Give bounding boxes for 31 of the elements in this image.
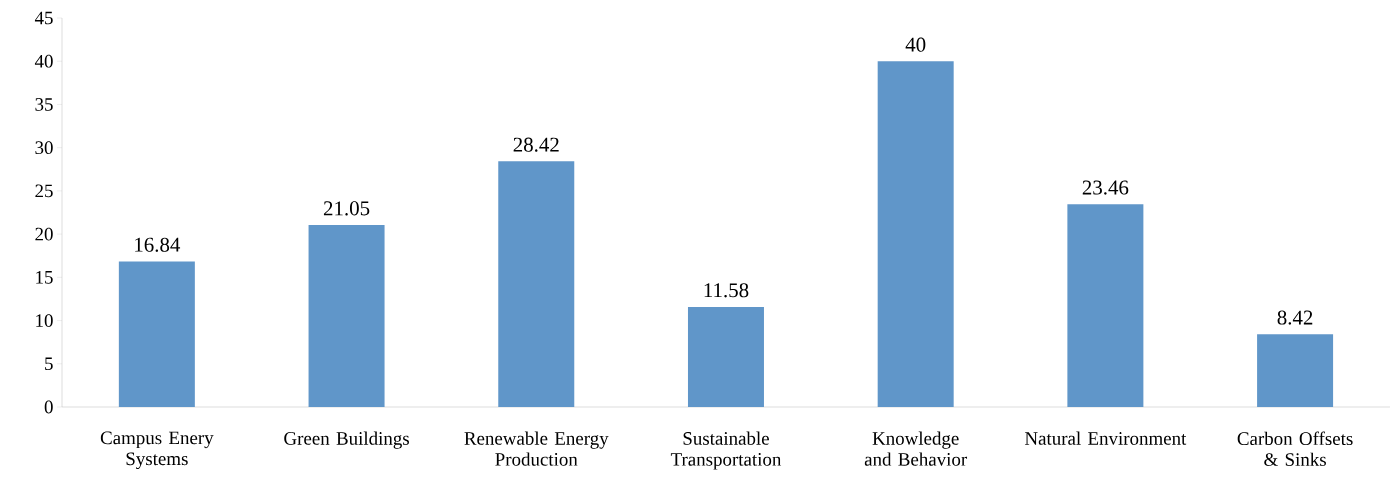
- y-tick-label: 20: [35, 227, 53, 241]
- x-tick-label: Campus Enery Systems: [100, 431, 214, 470]
- y-tick-label: 25: [35, 184, 53, 198]
- bar: [877, 61, 954, 407]
- x-tick-label: Carbon Offsets & Sinks: [1237, 431, 1353, 466]
- data-label: 16.84: [135, 237, 181, 252]
- bar: [308, 225, 385, 407]
- y-tick-label: 5: [45, 357, 53, 371]
- bar: [1067, 204, 1144, 407]
- data-label: 11.58: [704, 283, 749, 298]
- y-tick-label: 15: [36, 271, 53, 284]
- bar: [1257, 334, 1334, 407]
- x-tick-label: Natural Environment: [1024, 431, 1187, 445]
- bar: [498, 161, 575, 407]
- data-label: 21.05: [323, 201, 370, 216]
- y-tick-label: 10: [36, 314, 53, 327]
- data-label: 23.46: [1082, 180, 1129, 195]
- data-label: 8.42: [1277, 310, 1313, 325]
- bar: [118, 261, 195, 407]
- y-tick-label: 30: [35, 141, 53, 155]
- y-tick-label: 0: [44, 400, 53, 414]
- x-tick-label: Green Buildings: [284, 431, 409, 449]
- data-label: 28.42: [513, 137, 559, 152]
- x-tick-label: Sustainable Transportation: [670, 431, 782, 470]
- y-tick-label: 40: [34, 54, 53, 68]
- data-label: 40: [905, 37, 926, 52]
- x-tick-label: Knowledge and Behavior: [864, 431, 968, 466]
- x-tick-label: Renewable Energy Production: [464, 431, 609, 466]
- bar: [687, 306, 764, 407]
- y-tick-label: 45: [34, 11, 53, 25]
- y-tick-label: 35: [35, 98, 53, 111]
